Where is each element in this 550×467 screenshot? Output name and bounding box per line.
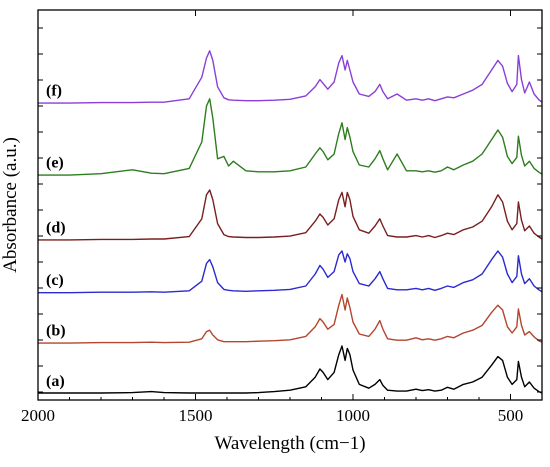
series-label: (d) [46, 219, 66, 236]
series-line [38, 293, 543, 344]
series-labels: (a) (b) (c) (d) (e) (f) [46, 83, 66, 390]
series-label: (b) [46, 323, 66, 340]
x-axis: 2000 1500 1000 500 [21, 10, 523, 425]
y-axis-title: Absorbance (a.u.) [0, 137, 21, 273]
series-label: (e) [46, 155, 64, 172]
series-label: (f) [46, 83, 62, 100]
series-line [38, 250, 543, 294]
x-tick-label: 1000 [336, 406, 370, 425]
series-label: (a) [46, 373, 65, 390]
plot-frame [37, 9, 543, 401]
series-label: (c) [46, 272, 64, 289]
x-tick-label: 1500 [179, 406, 213, 425]
series-layer [38, 50, 543, 394]
y-axis [38, 27, 542, 393]
x-tick-label: 500 [498, 406, 524, 425]
series-line [38, 50, 543, 104]
series-line [38, 345, 543, 394]
x-tick-label: 2000 [21, 406, 55, 425]
x-axis-title: Wavelength (cm−1) [214, 433, 365, 454]
series-line [38, 189, 543, 241]
series-line [38, 98, 543, 176]
